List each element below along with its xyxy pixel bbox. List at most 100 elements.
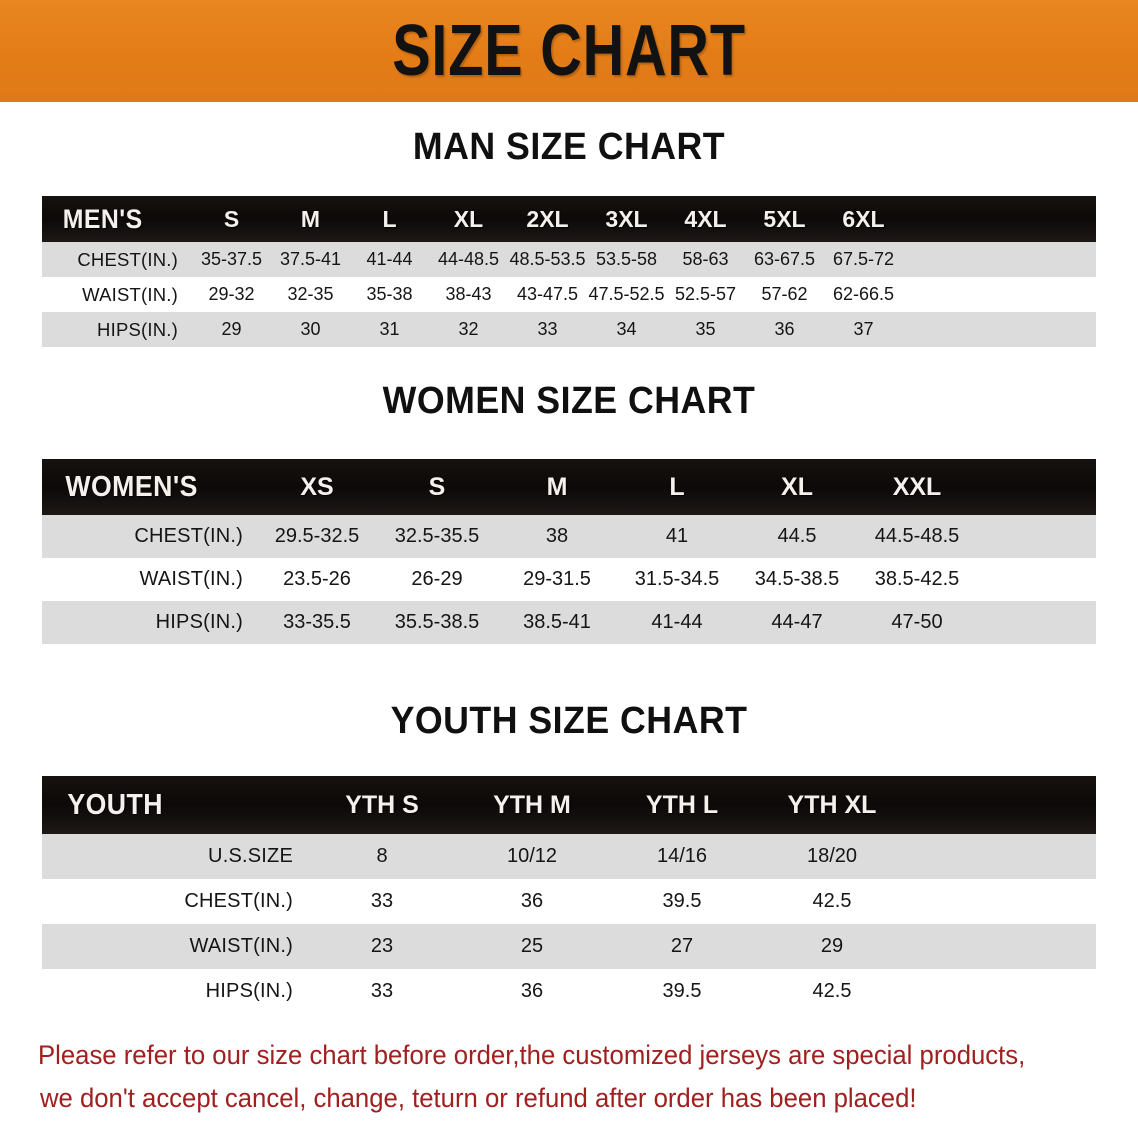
women-column-header: XXL	[892, 472, 942, 501]
men-cell-filler	[903, 277, 1096, 312]
women-cell: 35.5-38.5	[394, 611, 480, 633]
youth-row-label: HIPS(IN.)	[205, 980, 293, 1002]
women-cell: 23.5-26	[283, 568, 351, 590]
youth-row-label: CHEST(IN.)	[184, 890, 293, 912]
youth-cell: 39.5	[662, 980, 702, 1002]
women-size-table: WOMEN'S XS S M L XL XXL CHEST(IN.) 29.5-32.5 32.…	[42, 459, 1096, 644]
men-cell: 34	[616, 319, 637, 339]
page-banner: SIZE CHART	[0, 0, 1138, 102]
table-header-row: MEN'S S M L XL 2XL 3XL 4XL 5XL 6XL	[42, 196, 1096, 242]
women-column-header: XL	[781, 472, 813, 501]
table-row: HIPS(IN.) 33 36 39.5 42.5	[42, 969, 1096, 1014]
youth-cell-filler	[907, 924, 1096, 969]
men-cell: 36	[774, 319, 795, 339]
youth-cell: 25	[520, 935, 544, 957]
youth-cell: 23	[370, 935, 394, 957]
section-title-youth: YOUTH SIZE CHART	[390, 700, 748, 742]
men-column-header: 5XL	[763, 205, 806, 232]
men-row-label: CHEST(IN.)	[77, 248, 178, 270]
men-cell: 29	[221, 319, 242, 339]
table-row: HIPS(IN.) 33-35.5 35.5-38.5 38.5-41 41-44 44-…	[42, 601, 1096, 644]
section-title-women: WOMEN SIZE CHART	[382, 380, 756, 422]
youth-table-body: U.S.SIZE 8 10/12 14/16 18/20 CHEST(IN.) 33 36 39…	[42, 834, 1096, 1014]
men-row-label: WAIST(IN.)	[82, 283, 178, 305]
youth-row-label: U.S.SIZE	[208, 845, 293, 867]
table-row: CHEST(IN.) 35-37.5 37.5-41 41-44 44-48.5 48.5…	[42, 242, 1096, 277]
women-cell: 29-31.5	[523, 568, 591, 590]
youth-cell: 10/12	[506, 845, 558, 867]
women-table-body: CHEST(IN.) 29.5-32.5 32.5-35.5 38 41 44.5 44.5…	[42, 515, 1096, 644]
women-header-filler	[977, 459, 1096, 515]
youth-column-header: YTH S	[345, 790, 419, 819]
men-cell: 37.5-41	[279, 249, 342, 269]
women-cell: 44.5	[777, 525, 817, 547]
disclaimer-line-2: we don't accept cancel, change, teturn o…	[39, 1082, 917, 1113]
women-column-header: XS	[300, 472, 334, 501]
youth-header-filler	[907, 776, 1096, 834]
youth-column-header: YTH XL	[787, 790, 877, 819]
youth-cell: 29	[820, 935, 844, 957]
men-cell: 63-67.5	[753, 249, 816, 269]
women-cell: 38.5-41	[523, 611, 591, 633]
women-cell: 38.5-42.5	[874, 568, 960, 590]
youth-cell-filler	[907, 834, 1096, 879]
table-row: CHEST(IN.) 33 36 39.5 42.5	[42, 879, 1096, 924]
women-cell: 29.5-32.5	[274, 525, 360, 547]
men-cell: 48.5-53.5	[509, 249, 586, 269]
men-cell: 53.5-58	[595, 249, 658, 269]
women-cell: 44.5-48.5	[874, 525, 960, 547]
men-column-header: 2XL	[526, 205, 569, 232]
men-cell-filler	[903, 312, 1096, 347]
women-cell: 26-29	[411, 568, 463, 590]
men-column-header: L	[382, 205, 397, 232]
youth-table-header: YOUTH YTH S YTH M YTH L YTH XL	[42, 776, 1096, 834]
women-table-corner-label: WOMEN'S	[65, 470, 198, 503]
table-header-row: WOMEN'S XS S M L XL XXL	[42, 459, 1096, 515]
men-cell: 38-43	[445, 284, 492, 304]
youth-column-header: YTH M	[493, 790, 571, 819]
men-cell: 37	[853, 319, 874, 339]
men-cell: 58-63	[682, 249, 729, 269]
youth-column-header: YTH L	[645, 790, 719, 819]
banner-title: SIZE CHART	[392, 11, 746, 91]
women-row-label: CHEST(IN.)	[134, 525, 243, 547]
women-cell: 47-50	[891, 611, 943, 633]
youth-cell: 36	[520, 980, 544, 1002]
men-column-header: 3XL	[605, 205, 648, 232]
youth-cell: 42.5	[812, 980, 852, 1002]
youth-cell: 18/20	[806, 845, 858, 867]
youth-row-label: WAIST(IN.)	[189, 935, 293, 957]
women-cell: 41	[665, 525, 689, 547]
men-cell-filler	[903, 242, 1096, 277]
youth-table-corner-label: YOUTH	[67, 788, 163, 821]
women-cell: 32.5-35.5	[394, 525, 480, 547]
men-cell: 44-48.5	[437, 249, 500, 269]
women-table-header: WOMEN'S XS S M L XL XXL	[42, 459, 1096, 515]
men-table-body: CHEST(IN.) 35-37.5 37.5-41 41-44 44-48.5 48.5…	[42, 242, 1096, 347]
men-column-header: M	[300, 205, 321, 232]
women-cell: 34.5-38.5	[754, 568, 840, 590]
women-cell: 38	[545, 525, 569, 547]
men-cell: 47.5-52.5	[588, 284, 665, 304]
youth-cell: 36	[520, 890, 544, 912]
table-row: HIPS(IN.) 29 30 31 32 33 34 35 36 37	[42, 312, 1096, 347]
men-row-label: HIPS(IN.)	[97, 318, 178, 340]
disclaimer-line-1: Please refer to our size chart before or…	[38, 1040, 1026, 1070]
table-header-row: YOUTH YTH S YTH M YTH L YTH XL	[42, 776, 1096, 834]
table-row: WAIST(IN.) 23 25 27 29	[42, 924, 1096, 969]
women-row-label: HIPS(IN.)	[155, 611, 243, 633]
women-cell-filler	[977, 601, 1096, 644]
women-cell: 41-44	[651, 611, 703, 633]
women-cell-filler	[977, 558, 1096, 601]
men-cell: 62-66.5	[832, 284, 895, 304]
women-column-header: L	[669, 472, 685, 501]
men-column-header: 6XL	[842, 205, 885, 232]
table-row: WAIST(IN.) 29-32 32-35 35-38 38-43 43-47.5 47.…	[42, 277, 1096, 312]
men-cell: 35-37.5	[200, 249, 263, 269]
men-column-header: XL	[453, 205, 484, 232]
youth-cell: 42.5	[812, 890, 852, 912]
men-cell: 33	[537, 319, 558, 339]
men-cell: 35	[695, 319, 716, 339]
youth-cell: 33	[370, 890, 394, 912]
